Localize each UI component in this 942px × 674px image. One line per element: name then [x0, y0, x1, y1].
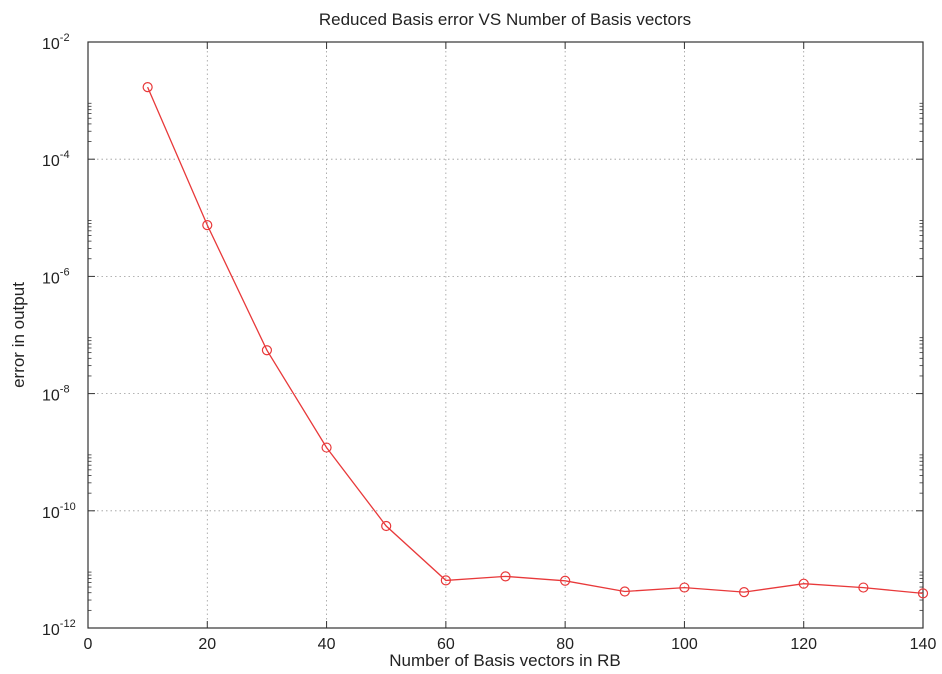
x-tick-label: 40 [318, 636, 336, 653]
y-tick-label: 10-8 [42, 384, 70, 405]
grid-lines [88, 42, 923, 628]
y-tick-label: 10-2 [42, 32, 70, 53]
data-point [619, 586, 630, 597]
data-point [202, 220, 213, 231]
data-point [858, 582, 869, 593]
x-axis-label: Number of Basis vectors in RB [389, 651, 620, 670]
x-tick-label: 80 [556, 636, 574, 653]
y-tick-label: 10-6 [42, 266, 70, 287]
data-point [381, 520, 392, 532]
x-tick-label: 60 [437, 636, 455, 653]
chart-title: Reduced Basis error VS Number of Basis v… [319, 10, 691, 29]
series-line [147, 86, 924, 595]
y-tick-label: 10-12 [42, 618, 76, 639]
x-tick-label: 100 [671, 636, 698, 653]
data-point [560, 575, 571, 586]
data-point [500, 571, 511, 582]
y-tick-label: 10-4 [42, 149, 70, 170]
plot-frame [87, 41, 924, 629]
data-point [679, 582, 690, 593]
data-point [798, 578, 809, 589]
x-tick-label: 0 [84, 636, 93, 653]
x-tick-label: 20 [198, 636, 216, 653]
x-tick-label: 140 [910, 636, 937, 653]
data-point [261, 345, 273, 356]
y-axis-label: error in output [9, 282, 28, 388]
data-point [917, 588, 929, 599]
data-point [321, 442, 332, 453]
series-layer [142, 81, 929, 599]
x-tick-label: 120 [790, 636, 817, 653]
y-tick-label: 10-10 [42, 501, 76, 522]
data-point [142, 81, 153, 93]
axis-ticks: 0 20 40 60 80 100 120 140 10-12 10-10 10-8 10-6 10-4… [42, 32, 936, 653]
data-point [440, 575, 451, 586]
data-point [738, 586, 750, 598]
